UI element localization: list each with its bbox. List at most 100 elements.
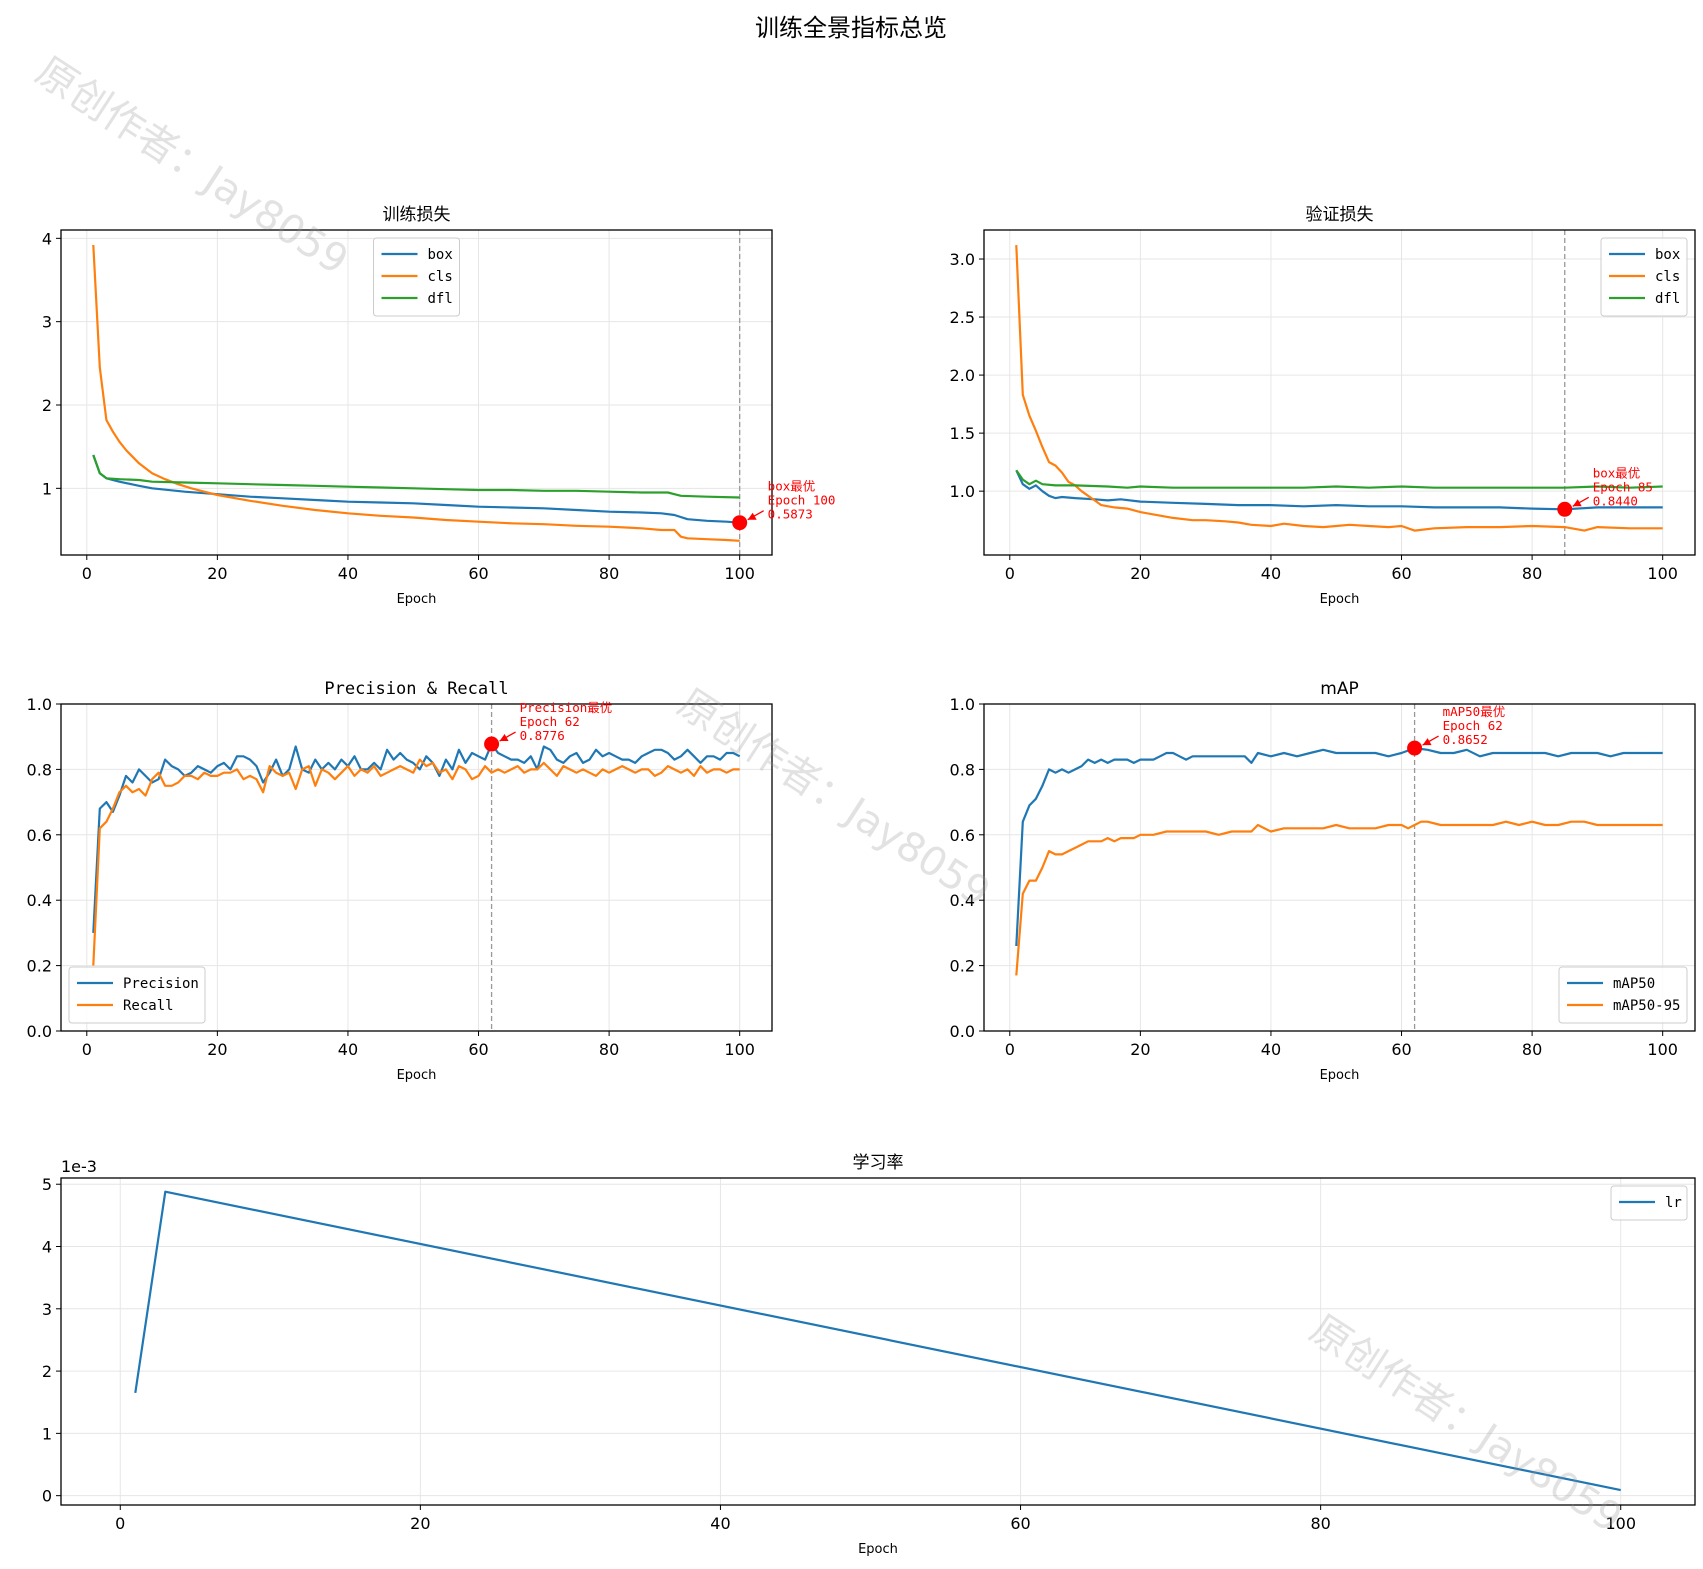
series-line-map50-95 (1015, 820, 1663, 976)
best-arrow-head (1422, 738, 1432, 746)
legend-label: dfl (1655, 291, 1680, 307)
best-annotation-epoch: Epoch 85 (1593, 479, 1653, 494)
best-point-marker (1407, 740, 1423, 756)
axes-frame (60, 229, 773, 556)
y-tick-label: 1 (42, 479, 52, 498)
y-tick-label: 0.2 (950, 957, 975, 976)
y-tick-label: 4 (42, 229, 52, 248)
y-tick-label: 1 (42, 1424, 52, 1443)
y-tick-label: 3 (42, 313, 52, 332)
best-annotation-value: 0.8652 (1443, 732, 1488, 747)
x-tick-label: 80 (1522, 1040, 1542, 1059)
x-tick-label: 20 (1130, 564, 1150, 583)
best-annotation-epoch: Epoch 100 (768, 493, 836, 508)
axes-frame (983, 229, 1696, 556)
legend-label: mAP50-95 (1613, 998, 1680, 1014)
series-line-cls (92, 244, 740, 542)
y-tick-label: 0.4 (27, 891, 52, 910)
subplot-map: 0 20 40 60 80 100 0.0 0.2 0.4 0.6 0.8 1.0 mAP Epoch mA… (950, 679, 1696, 1083)
subplot-title: 学习率 (853, 1153, 904, 1173)
y-tick-label: 2 (42, 1362, 52, 1381)
x-tick-label: 0 (1005, 564, 1015, 583)
x-tick-label: 100 (724, 1040, 755, 1059)
y-tick-label: 4 (42, 1238, 52, 1257)
series-line-box (1015, 469, 1663, 511)
best-arrow-head (499, 734, 509, 742)
legend-label: Precision (123, 976, 199, 992)
x-axis-label: Epoch (397, 592, 437, 607)
y-tick-label: 0.4 (950, 891, 975, 910)
x-tick-label: 20 (207, 564, 227, 583)
x-tick-label: 20 (1130, 1040, 1150, 1059)
y-offset-text: 1e-3 (61, 1157, 97, 1176)
legend: mAP50 mAP50-95 (1558, 966, 1688, 1024)
subplot-title: 验证损失 (1306, 205, 1374, 225)
y-tick-label: 3 (42, 1300, 52, 1319)
y-tick-label: 1.0 (27, 695, 52, 714)
x-tick-label: 80 (1310, 1514, 1330, 1533)
y-tick-label: 2.5 (950, 308, 975, 327)
best-annotation-epoch: Epoch 62 (520, 714, 580, 729)
best-annotation-value: 0.5873 (768, 507, 813, 522)
series-line-box (92, 454, 740, 524)
x-tick-label: 100 (1647, 1040, 1678, 1059)
best-point-marker (1557, 501, 1573, 517)
x-tick-label: 0 (82, 564, 92, 583)
y-tick-label: 5 (42, 1175, 52, 1194)
x-tick-label: 40 (1261, 564, 1281, 583)
y-tick-label: 0.0 (950, 1022, 975, 1041)
best-arrow-head (1572, 499, 1582, 507)
best-annotation-title: box最优 (1593, 465, 1641, 480)
series-line-recall (92, 758, 740, 966)
x-tick-label: 80 (599, 564, 619, 583)
axes-frame (60, 703, 773, 1032)
legend: lr (1610, 1185, 1688, 1221)
best-arrow-head (747, 512, 757, 520)
x-tick-label: 80 (1522, 564, 1542, 583)
legend: box cls dfl (373, 237, 460, 317)
subplot-title: 训练损失 (383, 205, 451, 225)
legend-label: lr (1665, 1195, 1682, 1211)
best-annotation-title: mAP50最优 (1443, 704, 1506, 719)
x-axis-label: Epoch (858, 1542, 898, 1557)
legend-label: cls (1655, 269, 1680, 285)
x-tick-label: 60 (468, 564, 488, 583)
x-tick-label: 0 (1005, 1040, 1015, 1059)
x-tick-label: 0 (115, 1514, 125, 1533)
best-point-marker (484, 736, 500, 752)
y-tick-label: 1.0 (950, 695, 975, 714)
x-axis-label: Epoch (1320, 592, 1360, 607)
x-tick-label: 40 (338, 1040, 358, 1059)
axes-frame (983, 703, 1696, 1032)
x-tick-label: 20 (410, 1514, 430, 1533)
x-tick-label: 80 (599, 1040, 619, 1059)
y-tick-label: 0.6 (27, 826, 52, 845)
x-tick-label: 60 (468, 1040, 488, 1059)
y-tick-label: 0.8 (27, 760, 52, 779)
legend: Precision Recall (68, 966, 206, 1024)
y-tick-label: 0.2 (27, 957, 52, 976)
x-tick-label: 40 (710, 1514, 730, 1533)
series-line-cls (1015, 245, 1663, 532)
x-tick-label: 100 (1647, 564, 1678, 583)
legend-label: mAP50 (1613, 976, 1655, 992)
legend-label: cls (428, 269, 453, 285)
legend-box (1558, 966, 1688, 1024)
x-tick-label: 20 (207, 1040, 227, 1059)
x-tick-label: 60 (1391, 564, 1411, 583)
x-tick-label: 40 (338, 564, 358, 583)
legend: box cls dfl (1600, 237, 1688, 317)
legend-label: box (428, 247, 453, 263)
y-tick-label: 2.0 (950, 366, 975, 385)
series-line-lr (134, 1190, 1621, 1492)
y-tick-label: 0.8 (950, 760, 975, 779)
best-annotation-value: 0.8776 (520, 728, 565, 743)
legend-label: box (1655, 247, 1680, 263)
x-tick-label: 0 (82, 1040, 92, 1059)
best-annotation-title: box最优 (768, 479, 816, 494)
series-line-dfl (1015, 469, 1663, 489)
axes-frame (60, 1177, 1696, 1506)
y-tick-label: 0 (42, 1487, 52, 1506)
legend-box (68, 966, 206, 1024)
